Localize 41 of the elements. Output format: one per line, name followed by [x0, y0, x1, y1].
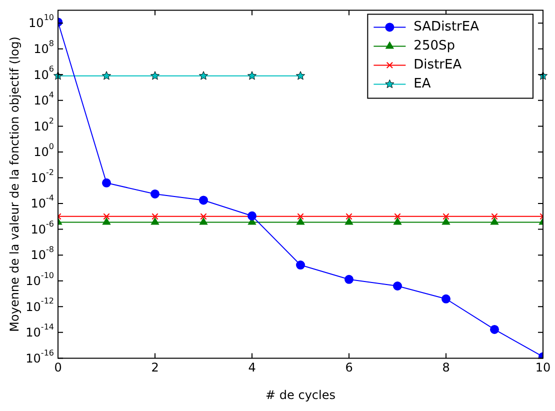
point — [490, 218, 498, 225]
legend-label: EA — [414, 76, 431, 92]
point — [150, 189, 160, 198]
point — [442, 218, 450, 225]
point — [394, 218, 402, 225]
point — [102, 71, 112, 80]
point — [200, 213, 207, 220]
point — [247, 71, 257, 80]
point — [296, 71, 306, 80]
x-tick-label: 2 — [151, 360, 159, 374]
point — [296, 260, 305, 270]
legend-label: DistrEA — [414, 58, 462, 73]
y-axis-title: Moyenne de la valeur de la fonction objectif (log) — [7, 36, 22, 332]
point — [394, 213, 401, 220]
x-tick-label: 10 — [535, 360, 551, 374]
x-tick-label: 4 — [248, 360, 256, 374]
point — [200, 218, 208, 225]
legend-label: SADistrEA — [414, 20, 480, 35]
point — [151, 218, 159, 225]
legend-label: 250Sp — [414, 38, 455, 54]
point — [345, 218, 353, 225]
x-tick-label: 6 — [345, 360, 353, 374]
x-axis-title: # de cycles — [266, 388, 336, 402]
point — [150, 71, 160, 80]
point — [296, 218, 304, 225]
point — [344, 274, 354, 284]
point — [346, 213, 352, 220]
x-tick-label: 0 — [54, 360, 62, 374]
point — [297, 213, 304, 220]
point — [103, 213, 110, 220]
point — [393, 281, 402, 290]
point — [490, 324, 499, 334]
point — [198, 71, 208, 80]
point — [102, 218, 110, 225]
point — [442, 213, 450, 220]
point — [102, 178, 111, 188]
point — [491, 213, 498, 220]
point — [199, 196, 208, 205]
point — [152, 213, 158, 220]
point — [442, 294, 450, 304]
x-tick-label: 8 — [442, 360, 450, 374]
